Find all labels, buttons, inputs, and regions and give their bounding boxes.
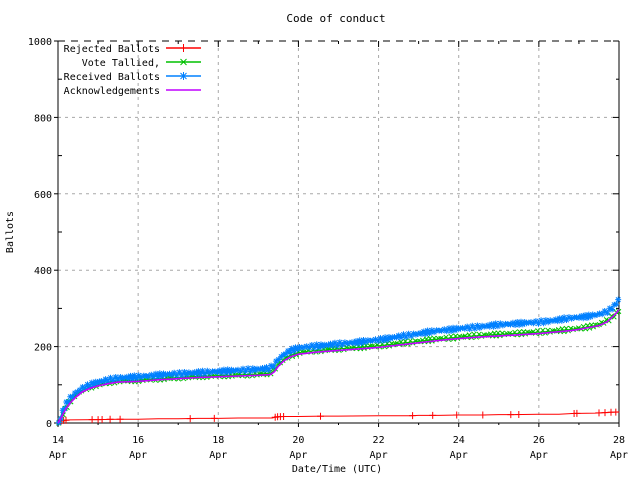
x-tick-label: 16 xyxy=(132,435,144,446)
x-tick-label: 22 xyxy=(373,435,385,446)
series-line-received-ballots xyxy=(57,297,620,424)
x-tick-sublabel: Apr xyxy=(49,450,67,461)
x-tick-sublabel: Apr xyxy=(610,450,628,461)
y-tick-label: 800 xyxy=(34,113,52,124)
legend: Rejected Ballots Vote Tallied, Received Ba… xyxy=(64,44,201,97)
y-tick-label: 600 xyxy=(34,190,52,201)
series-line-vote-tallied xyxy=(57,308,620,424)
series-rejected-ballots xyxy=(57,408,620,425)
x-tick-sublabel: Apr xyxy=(370,450,388,461)
series-line-acknowledgements xyxy=(57,309,620,424)
data-series xyxy=(55,296,622,426)
x-tick-sublabel: Apr xyxy=(450,450,468,461)
axis-ticks xyxy=(54,40,620,427)
y-tick-label: 1000 xyxy=(28,37,52,48)
axis-tick-labels: 0 200 400 600 800 1000 14 Apr 16 Apr 18 Apr 20 Apr 22 A… xyxy=(28,37,628,461)
legend-sample-marker-rejected-ballots xyxy=(179,44,188,52)
x-tick-sublabel: Apr xyxy=(129,450,147,461)
x-tick-sublabel: Apr xyxy=(209,450,227,461)
y-tick-label: 200 xyxy=(34,343,52,354)
x-tick-label: 18 xyxy=(212,435,224,446)
legend-label-vote-tallied: Vote Tallied, xyxy=(82,58,160,69)
series-acknowledgements xyxy=(57,309,620,424)
x-tick-sublabel: Apr xyxy=(530,450,548,461)
series-line-rejected-ballots xyxy=(57,411,620,424)
plot-border xyxy=(57,40,620,424)
legend-item-rejected-ballots: Rejected Ballots xyxy=(64,44,201,55)
x-tick-label: 14 xyxy=(52,435,64,446)
legend-label-received-ballots: Received Ballots xyxy=(64,72,160,83)
x-tick-label: 26 xyxy=(533,435,545,446)
y-axis-label: Ballots xyxy=(5,211,16,253)
grid-lines xyxy=(58,41,619,423)
x-axis-label: Date/Time (UTC) xyxy=(292,464,382,475)
y-tick-label: 0 xyxy=(46,419,52,430)
x-tick-label: 28 xyxy=(613,435,625,446)
x-tick-sublabel: Apr xyxy=(289,450,307,461)
series-markers-received-ballots xyxy=(55,296,622,426)
legend-label-acknowledgements: Acknowledgements xyxy=(64,86,160,97)
chart-title: Code of conduct xyxy=(286,12,385,25)
legend-label-rejected-ballots: Rejected Ballots xyxy=(64,44,160,55)
x-tick-label: 24 xyxy=(453,435,465,446)
legend-item-acknowledgements: Acknowledgements xyxy=(64,86,201,97)
legend-sample-marker-received-ballots xyxy=(179,72,188,80)
series-markers-vote-tallied xyxy=(56,308,622,426)
y-tick-label: 400 xyxy=(34,266,52,277)
legend-item-received-ballots: Received Ballots xyxy=(64,72,201,83)
x-tick-label: 20 xyxy=(292,435,304,446)
legend-sample-marker-vote-tallied xyxy=(180,58,187,66)
series-vote-tallied xyxy=(56,308,622,426)
legend-item-vote-tallied: Vote Tallied, xyxy=(82,58,201,69)
series-received-ballots xyxy=(55,296,622,426)
